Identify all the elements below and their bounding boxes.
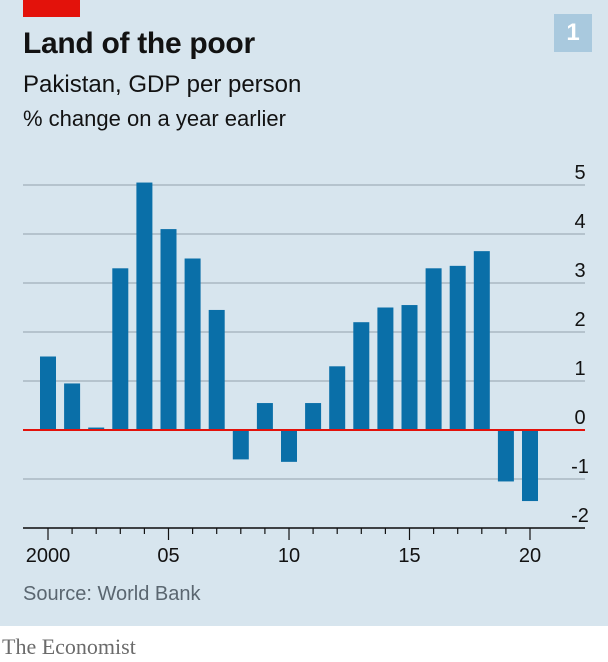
source-note: Source: World Bank (23, 583, 201, 605)
y-tick-label: 3 (574, 260, 585, 282)
bar-2002 (88, 427, 105, 430)
bar-2020 (522, 430, 538, 502)
y-tick-label: 5 (574, 162, 585, 184)
x-tick-label: 20 (519, 545, 541, 567)
x-tick-label: 2000 (26, 545, 71, 567)
publisher-logo: The Economist (2, 634, 136, 659)
y-tick-label: 1 (574, 358, 585, 380)
x-tick-label: 05 (157, 545, 179, 567)
bar-2007 (208, 309, 225, 430)
bar-2001 (64, 383, 81, 430)
bar-2006 (184, 258, 201, 430)
bar-2009 (256, 403, 273, 430)
y-tick-label: 0 (574, 407, 585, 429)
y-tick-label: -2 (571, 505, 589, 527)
bar-2000 (40, 356, 56, 430)
chart-title: Land of the poor (23, 27, 255, 60)
chart-panel (0, 0, 608, 626)
brand-red-tag (23, 0, 80, 17)
bar-2012 (329, 366, 346, 430)
y-tick-label: -1 (571, 456, 589, 478)
chart-subtitle: Pakistan, GDP per person (23, 71, 302, 98)
chart-number-badge: 1 (554, 14, 592, 52)
y-tick-label: 4 (574, 211, 585, 233)
bar-2016 (425, 268, 442, 430)
bar-2010 (281, 430, 297, 462)
bar-2013 (353, 322, 370, 430)
bar-2004 (136, 182, 153, 430)
y-tick-label: 2 (574, 309, 585, 331)
bar-2017 (449, 265, 466, 430)
bar-2005 (160, 229, 177, 430)
chart-unit-label: % change on a year earlier (23, 106, 286, 131)
bar-2003 (112, 268, 129, 430)
bar-2011 (305, 403, 322, 430)
bar-2015 (401, 305, 418, 430)
bar-2018 (473, 251, 490, 430)
x-tick-label: 10 (278, 545, 300, 567)
bar-2014 (377, 307, 394, 430)
bar-2019 (497, 430, 514, 482)
x-tick-label: 15 (398, 545, 420, 567)
bar-2008 (232, 430, 249, 460)
